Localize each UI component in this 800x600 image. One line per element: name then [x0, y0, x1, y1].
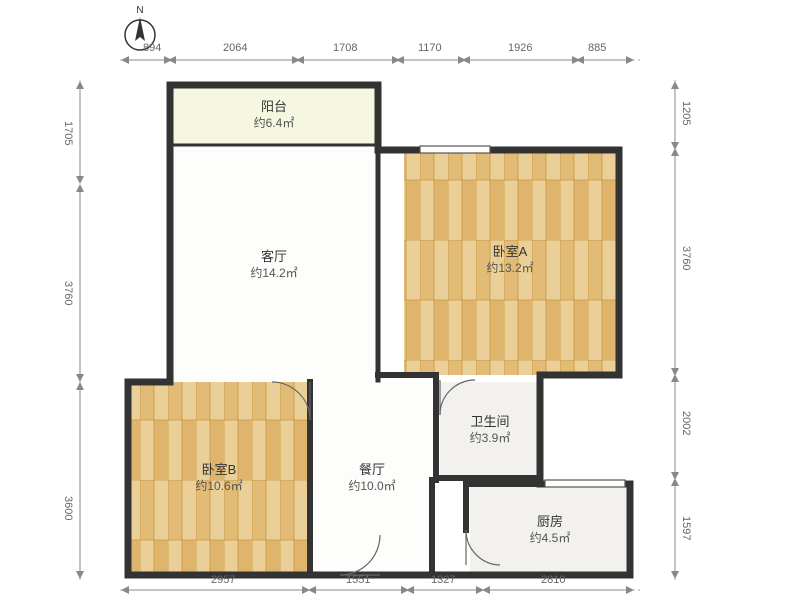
- dim-left-1: 3760: [62, 281, 74, 305]
- bath-label: 卫生间 约3.9㎡: [470, 414, 511, 446]
- dim-right-0: 1205: [680, 101, 692, 125]
- dim-top-5: 885: [588, 42, 606, 54]
- dim-left-2: 3600: [62, 496, 74, 520]
- bedroom-b-label: 卧室B 约10.6㎡: [195, 462, 242, 494]
- dim-top-4: 1926: [508, 42, 532, 54]
- dim-bottom-2: 1327: [431, 574, 455, 586]
- kitchen-label: 厨房 约4.5㎡: [530, 514, 571, 546]
- dim-left-0: 1705: [62, 121, 74, 145]
- dim-top-2: 1708: [333, 42, 357, 54]
- dim-top-3: 1170: [418, 42, 442, 54]
- dim-bottom-3: 2810: [541, 574, 565, 586]
- balcony-label: 阳台 约6.4㎡: [254, 99, 295, 131]
- dim-right-3: 1597: [680, 516, 692, 540]
- dining-label: 餐厅 约10.0㎡: [348, 462, 395, 494]
- svg-text:N: N: [136, 5, 143, 16]
- dim-bottom-1: 1551: [346, 574, 370, 586]
- dim-right-1: 3760: [680, 246, 692, 270]
- bedroom-a-label: 卧室A 约13.2㎡: [486, 244, 533, 276]
- dim-top-0: 894: [143, 42, 161, 54]
- dim-right-2: 2002: [680, 411, 692, 435]
- living-label: 客厅 约14.2㎡: [250, 249, 297, 281]
- dim-bottom-0: 2957: [211, 574, 235, 586]
- dim-top-1: 2064: [223, 42, 247, 54]
